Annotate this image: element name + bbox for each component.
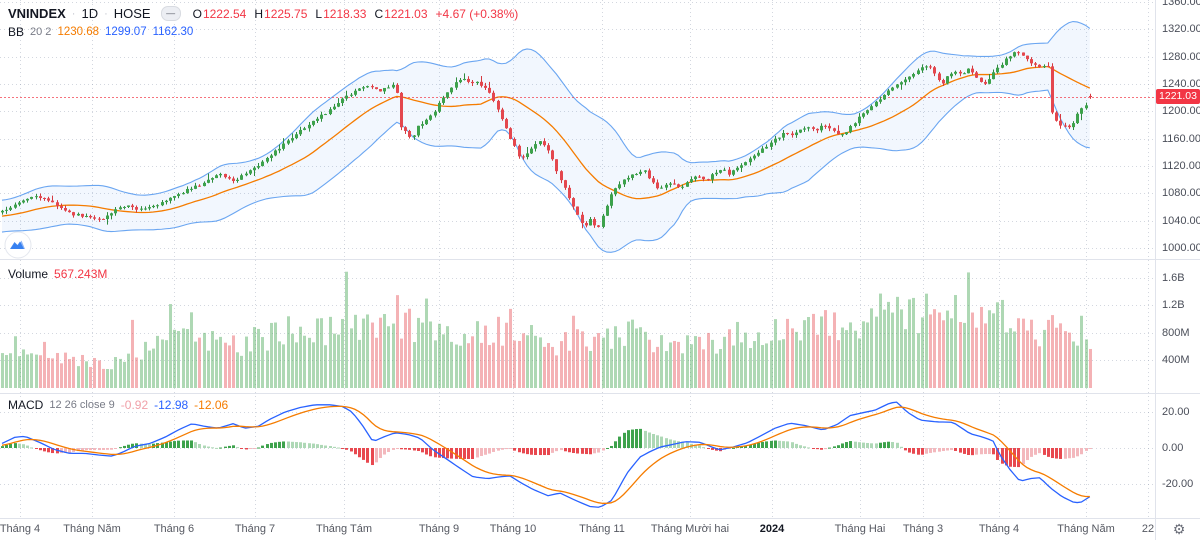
time-tick-label: Tháng Năm	[63, 523, 121, 535]
price-tick-label: 1320.00	[1162, 23, 1200, 35]
interval-label[interactable]: 1D	[81, 6, 99, 21]
volume-tick-label: 1.2B	[1162, 299, 1185, 311]
time-tick-label: Tháng 4	[0, 523, 41, 535]
close-value: 1221.03	[384, 6, 428, 21]
macd-params: 12 26 close 9	[49, 399, 115, 411]
price-tick-label: 1360.00	[1162, 0, 1200, 8]
time-tick-label: Tháng 9	[418, 523, 460, 535]
macd-label[interactable]: MACD	[8, 398, 44, 412]
bb-upper-value: 1299.07	[105, 26, 147, 38]
change-value: +4.67 (+0.38%)	[435, 6, 519, 21]
low-value: 1218.33	[323, 6, 367, 21]
macd-tick-label: 0.00	[1162, 442, 1184, 454]
volume-label[interactable]: Volume	[8, 267, 49, 281]
price-tick-label: 1200.00	[1162, 105, 1200, 117]
price-tick-label: 1040.00	[1162, 215, 1200, 227]
time-tick-label: Tháng 3	[902, 523, 944, 535]
open-value: 1222.54	[202, 6, 247, 21]
separator: ·	[71, 7, 76, 20]
close-label: C	[374, 6, 384, 21]
price-tick-label: 1160.00	[1162, 133, 1200, 145]
macd-signal-value: -12.06	[194, 398, 229, 412]
symbol-legend-row: VNINDEX · 1D · HOSE — O 1222.54 H 1225.75 …	[8, 6, 518, 21]
volume-tick-label: 1.6B	[1162, 272, 1185, 284]
price-tick-label: 1080.00	[1162, 187, 1200, 199]
bb-params: 20 2	[30, 26, 52, 38]
price-tick-label: 1120.00	[1162, 160, 1200, 172]
time-tick-label: Tháng 10	[489, 523, 537, 535]
macd-tick-label: 20.00	[1162, 406, 1190, 418]
bb-label[interactable]: BB	[8, 25, 25, 39]
symbol-label[interactable]: VNINDEX	[8, 6, 66, 21]
high-value: 1225.75	[264, 6, 308, 21]
low-label: L	[315, 6, 323, 21]
time-tick-label: Tháng 11	[579, 523, 625, 535]
bb-legend-row: BB 20 2 1230.68 1299.07 1162.30	[8, 25, 193, 39]
exchange-label[interactable]: HOSE	[113, 6, 151, 21]
volume-tick-label: 800M	[1162, 327, 1190, 339]
time-tick-label: Tháng Tám	[315, 523, 373, 535]
price-tick-label: 1000.00	[1162, 242, 1200, 254]
time-tick-label: Tháng Hai	[834, 523, 886, 535]
time-tick-label: Tháng 7	[234, 523, 276, 535]
time-tick-label: 22	[1141, 523, 1155, 535]
macd-tick-label: -20.00	[1162, 478, 1194, 490]
bb-lower-value: 1162.30	[152, 26, 194, 38]
collapse-legend-button[interactable]: —	[160, 6, 181, 21]
broker-logo-watermark	[4, 231, 32, 259]
ohlc-values: O 1222.54 H 1225.75 L 1218.33 C 1221.03 +4.6…	[193, 7, 519, 21]
high-label: H	[254, 6, 264, 21]
time-tick-label: Tháng Mười hai	[650, 523, 730, 535]
volume-legend-row: Volume 567.243M	[8, 267, 107, 281]
bb-basis-value: 1230.68	[57, 26, 100, 38]
macd-hist-value: -0.92	[120, 398, 149, 412]
time-tick-label: Tháng Năm	[1057, 523, 1115, 535]
time-tick-label: Tháng 4	[978, 523, 1020, 535]
macd-legend-row: MACD 12 26 close 9 -0.92 -12.98 -12.06	[8, 398, 228, 412]
last-price-badge: 1221.03	[1156, 89, 1200, 104]
time-tick-label: 2024	[759, 523, 785, 535]
time-tick-label: Tháng 6	[153, 523, 195, 535]
volume-tick-label: 400M	[1162, 354, 1190, 366]
open-label: O	[192, 6, 202, 21]
separator: ·	[104, 7, 108, 20]
time-axis-settings-button[interactable]: ⚙	[1172, 521, 1186, 537]
macd-line-value: -12.98	[154, 398, 189, 412]
price-tick-label: 1240.00	[1162, 78, 1200, 90]
price-tick-label: 1280.00	[1162, 51, 1200, 63]
volume-value: 567.243M	[54, 267, 108, 281]
